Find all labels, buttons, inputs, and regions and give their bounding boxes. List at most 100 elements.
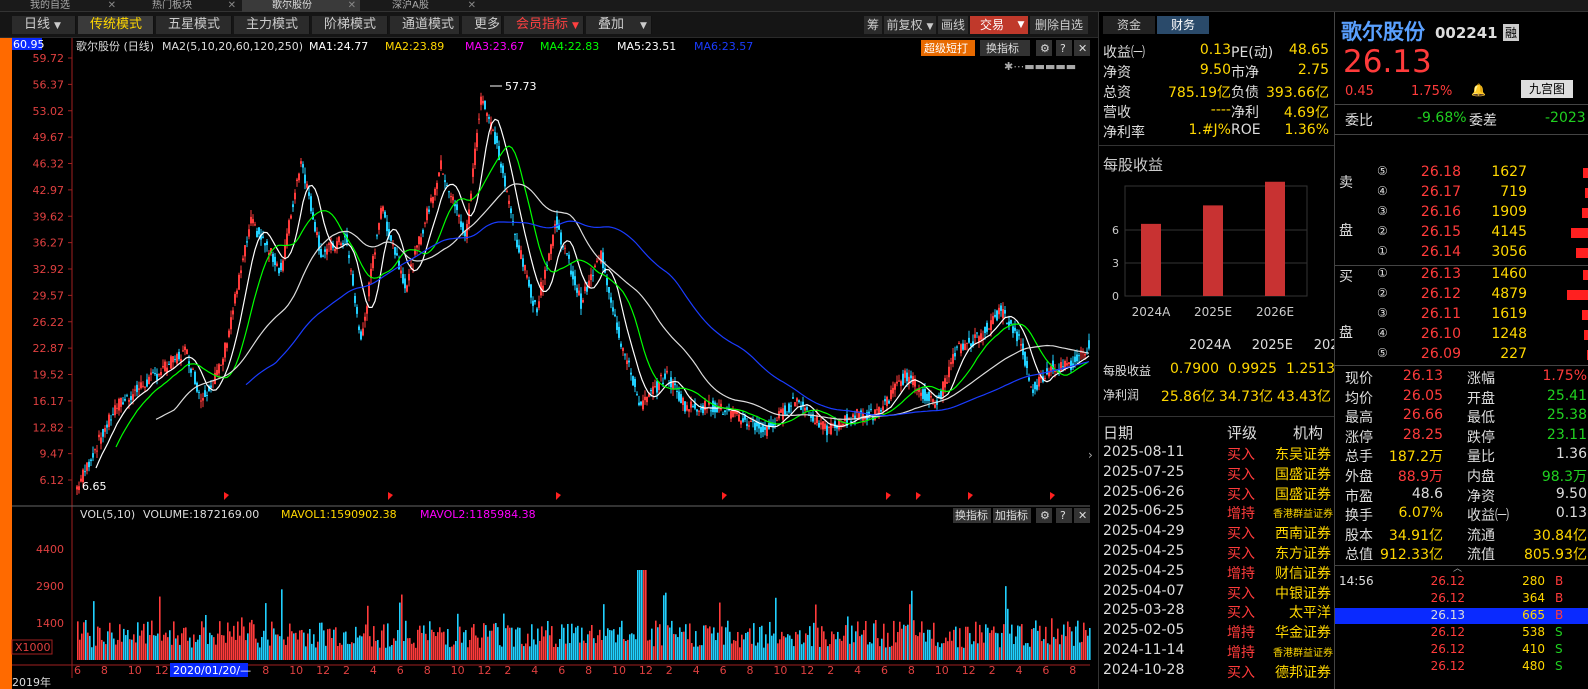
rating-date[interactable]: 2025-06-25	[1103, 503, 1185, 520]
level-price[interactable]: 26.18	[1420, 164, 1461, 180]
draw-line-button[interactable]: 画线	[938, 16, 968, 34]
tab-hot-sectors[interactable]: 热门板块 ✕	[122, 0, 240, 12]
close-icon[interactable]: ✕	[107, 0, 116, 11]
vol-add-button[interactable]: 加指标	[993, 508, 1031, 523]
rating-date[interactable]: 2025-03-28	[1103, 602, 1185, 619]
rating-date[interactable]: 2024-11-14	[1103, 642, 1185, 658]
volume-bar	[489, 630, 491, 660]
volume-bar	[1019, 626, 1021, 660]
rating-date[interactable]: 2025-04-25	[1103, 543, 1185, 559]
volume-bar	[647, 640, 649, 660]
period-select[interactable]: 日线 ▼	[12, 16, 76, 34]
candle-body	[766, 426, 768, 436]
volume-bar	[835, 639, 837, 660]
tab-watchlist[interactable]: 我的自选 ✕	[0, 0, 120, 12]
level-price[interactable]: 26.17	[1420, 184, 1461, 200]
event-flag[interactable]	[1050, 492, 1055, 500]
level-price[interactable]: 26.13	[1420, 266, 1461, 282]
close-icon[interactable]: ✕	[1074, 40, 1090, 56]
member-indicator[interactable]: 会员指标 ▼	[504, 16, 584, 34]
volume-bar	[729, 631, 731, 660]
event-flag[interactable]	[388, 492, 393, 500]
candle-body	[558, 223, 560, 230]
tab-fund[interactable]: 资金	[1103, 16, 1155, 34]
tab-finance[interactable]: 财务	[1157, 16, 1209, 34]
rating-org: 太平洋	[1289, 605, 1331, 622]
switch-indicator-button[interactable]: 换指标	[980, 40, 1030, 56]
rating-date[interactable]: 2025-04-07	[1103, 582, 1185, 599]
overlay-menu[interactable]: 叠加 ▼	[586, 16, 652, 34]
kline-chart-area[interactable]: 60.95 59.72 56.37 53.02 49.67 46.32 42.97 39.62…	[0, 38, 1098, 689]
chevron-down-icon[interactable]: ▼	[1014, 16, 1028, 34]
volume-bar	[847, 616, 849, 660]
volume-bar	[893, 620, 895, 660]
candle-body	[928, 392, 930, 401]
rating-date[interactable]: 2024-10-28	[1103, 661, 1185, 678]
mode-channel[interactable]: 通道模式	[390, 16, 460, 34]
rating-date[interactable]: 2025-04-29	[1103, 523, 1185, 540]
adjust-select[interactable]: 前复权 ▼	[884, 16, 936, 34]
remove-watchlist-button[interactable]: 删除自选	[1030, 16, 1088, 34]
candle-body	[122, 402, 124, 405]
candle-body	[266, 241, 268, 246]
volume-bar	[617, 634, 619, 660]
volume-bar	[569, 643, 571, 660]
candle-body	[1014, 327, 1016, 331]
tab-stock[interactable]: 歌尔股份 ✕	[242, 0, 360, 12]
trade-button[interactable]: 交易	[970, 16, 1014, 34]
bell-icon[interactable]: 🔔	[1471, 83, 1486, 97]
help-icon[interactable]: ?	[1056, 508, 1072, 523]
candle-body	[362, 328, 364, 336]
close-icon[interactable]: ✕	[347, 0, 356, 11]
event-flag[interactable]	[968, 492, 973, 500]
stat-value: 9.50	[1555, 485, 1587, 502]
more-menu[interactable]: 更多▼	[462, 16, 502, 49]
super-short-button[interactable]: 超级短打	[921, 40, 975, 56]
gear-icon[interactable]: ⚙	[1036, 40, 1052, 56]
level-price[interactable]: 26.14	[1420, 244, 1461, 260]
expand-arrow-icon[interactable]: ›	[1088, 448, 1093, 462]
candle-body	[688, 409, 690, 412]
level-price[interactable]: 26.12	[1420, 286, 1461, 302]
event-flag[interactable]	[886, 492, 891, 500]
event-flag[interactable]	[224, 492, 229, 500]
rating-date[interactable]: 2025-07-25	[1103, 463, 1185, 480]
candle-body	[982, 337, 984, 339]
event-flag[interactable]	[722, 492, 727, 500]
mode-five-star[interactable]: 五星模式	[156, 16, 232, 34]
nine-grid-button[interactable]: 九宫图	[1521, 80, 1573, 98]
event-flag[interactable]	[556, 492, 561, 500]
gear-icon[interactable]: ⚙	[1036, 508, 1052, 523]
chip-button[interactable]: 筹	[864, 16, 882, 34]
volume-bar	[1029, 646, 1031, 660]
candle-body	[268, 252, 270, 256]
chevron-up-icon[interactable]: ︿	[1453, 564, 1463, 574]
rating-date[interactable]: 2025-06-26	[1103, 483, 1185, 500]
candle-body	[340, 243, 342, 245]
mode-traditional[interactable]: 传统模式	[78, 16, 154, 34]
rating-date[interactable]: 2025-02-05	[1103, 622, 1185, 639]
level-price[interactable]: 26.15	[1420, 224, 1461, 240]
level-price[interactable]: 26.09	[1420, 346, 1461, 362]
level-price[interactable]: 26.11	[1420, 306, 1461, 322]
tab-market[interactable]: 深沪A股 ✕	[362, 0, 480, 12]
level-price[interactable]: 26.10	[1420, 326, 1461, 342]
close-icon[interactable]: ✕	[1074, 508, 1090, 523]
mode-ladder[interactable]: 阶梯模式	[312, 16, 388, 34]
vol-switch-button[interactable]: 换指标	[953, 508, 991, 523]
volume-bar	[369, 636, 371, 660]
volume-bar	[665, 592, 667, 660]
level-price[interactable]: 26.16	[1420, 204, 1461, 220]
rating-date[interactable]: 2025-08-11	[1103, 444, 1185, 460]
help-icon[interactable]: ?	[1056, 40, 1072, 56]
mode-main-force[interactable]: 主力模式	[234, 16, 310, 34]
level-index: ①	[1377, 244, 1388, 258]
candle-body	[656, 381, 658, 393]
event-flag[interactable]	[916, 492, 921, 500]
candle-body	[296, 179, 298, 182]
rating-date[interactable]: 2025-04-25	[1103, 562, 1185, 579]
volume-bars[interactable]	[77, 570, 1091, 660]
close-icon[interactable]: ✕	[227, 0, 236, 11]
close-icon[interactable]: ✕	[467, 0, 476, 11]
